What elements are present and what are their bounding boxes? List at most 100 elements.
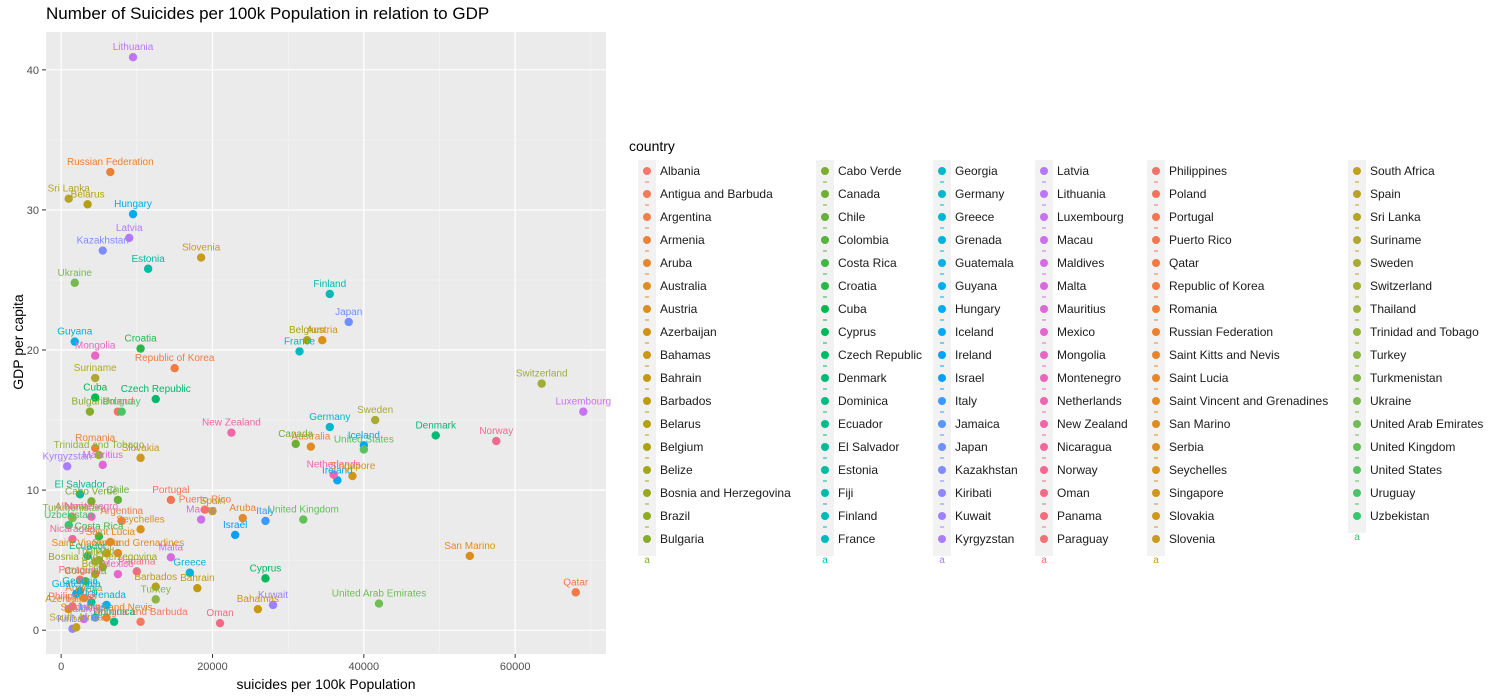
point-label: Aruba [229,503,256,514]
point-label: Guyana [57,327,92,338]
legend-key-text: a [822,555,828,566]
legend-entry: Mongolia [1057,348,1106,362]
data-point [193,583,202,593]
legend-key [938,190,946,198]
legend-entry: Republic of Korea [1169,279,1265,293]
legend-entry: Kazakhstan [955,463,1018,477]
point-label: Romania [75,433,115,444]
legend-key [1353,397,1361,405]
point-label: Oman [206,608,233,619]
legend-key [643,328,651,336]
legend-entry: Uzbekistan [1370,509,1429,523]
data-point [68,534,77,544]
legend-entry: Sweden [1370,256,1413,270]
legend-key [938,466,946,474]
legend-key [643,167,651,175]
legend-entry: Finland [838,509,877,523]
legend-key [821,443,829,451]
legend-entry: Ireland [955,348,992,362]
point-label: Singapore [330,461,376,472]
point-label: Dominica [93,607,135,618]
legend-entry: Guyana [955,279,997,293]
point-label: Hungary [114,199,152,210]
legend-key [821,282,829,290]
legend-entry: Costa Rica [838,256,897,270]
legend-entry: Grenada [955,233,1002,247]
legend-key [1040,213,1048,221]
legend-key [1152,167,1160,175]
x-axis-title: suicides per 100k Population [236,676,416,692]
data-point [64,194,73,203]
legend-key [821,167,829,175]
point-label: Mauritius [82,450,123,461]
data-point [75,575,85,584]
data-point [230,530,240,540]
point-label: Georgia [62,576,98,587]
legend-key-text: a [644,555,650,566]
legend-entry: Poland [1169,187,1206,201]
point-label: Fiji [85,587,98,598]
point-label: Lithuania [113,42,154,53]
legend-key [1040,236,1048,244]
legend-entry: Barbados [660,394,711,408]
legend-entry: Brazil [660,509,690,523]
legend-entry: Trinidad and Tobago [1370,325,1479,339]
legend-key [1152,374,1160,382]
point-label: Ecuador [69,541,107,552]
legend-key [1353,443,1361,451]
point-label: New Zealand [202,418,261,429]
point-label: Cuba [83,383,107,394]
point-label: Estonia [131,254,165,265]
point-label: Costa Rica [75,521,124,532]
legend-key [1040,259,1048,267]
legend-entry: Spain [1370,187,1401,201]
legend-key-text: a [939,555,945,566]
legend-key [1152,328,1160,336]
point-label: Macau [186,505,216,516]
data-point [215,618,225,628]
legend-key [643,282,651,290]
legend-entry: Antigua and Barbuda [660,187,773,201]
data-point [318,335,327,345]
point-label: Norway [479,426,513,437]
legend-entry: Aruba [660,256,692,270]
point-label: United Kingdom [268,505,339,516]
point-label: Finland [313,279,346,290]
x-tick-label: 20000 [197,661,228,673]
legend-entry: Bahrain [660,371,701,385]
legend-entry: Suriname [1370,233,1422,247]
y-tick-label: 30 [27,205,39,217]
legend-entry: Cabo Verde [838,164,902,178]
legend-key [938,328,946,336]
data-point [102,600,111,610]
data-point [136,617,145,626]
data-point [143,264,153,273]
legend-key [1152,397,1160,405]
legend-entry: Mexico [1057,325,1095,339]
data-point [87,512,96,521]
data-point [70,278,79,287]
y-tick-label: 20 [27,345,39,357]
point-label: Israel [223,520,247,531]
data-points [62,53,588,633]
legend-entry: Saint Vincent and Grenadines [1169,394,1328,408]
legend-entry: New Zealand [1057,417,1128,431]
data-point [261,516,270,526]
data-point [151,582,160,591]
data-point [113,548,123,558]
point-label: Serbia [92,538,121,549]
legend-key [643,420,651,428]
legend-key [1040,466,1048,474]
legend-key [1040,443,1048,451]
legend-entry: Thailand [1370,302,1416,316]
point-label: El Salvador [54,479,106,490]
legend-key [821,236,829,244]
legend-key [821,420,829,428]
legend-entry: Panama [1057,509,1102,523]
point-label: Saint Lucia [86,527,136,538]
data-point [571,588,580,597]
legend-key [1040,420,1048,428]
point-label: Netherlands [307,460,361,471]
data-point [579,407,588,416]
legend-entry: Nicaragua [1057,440,1112,454]
